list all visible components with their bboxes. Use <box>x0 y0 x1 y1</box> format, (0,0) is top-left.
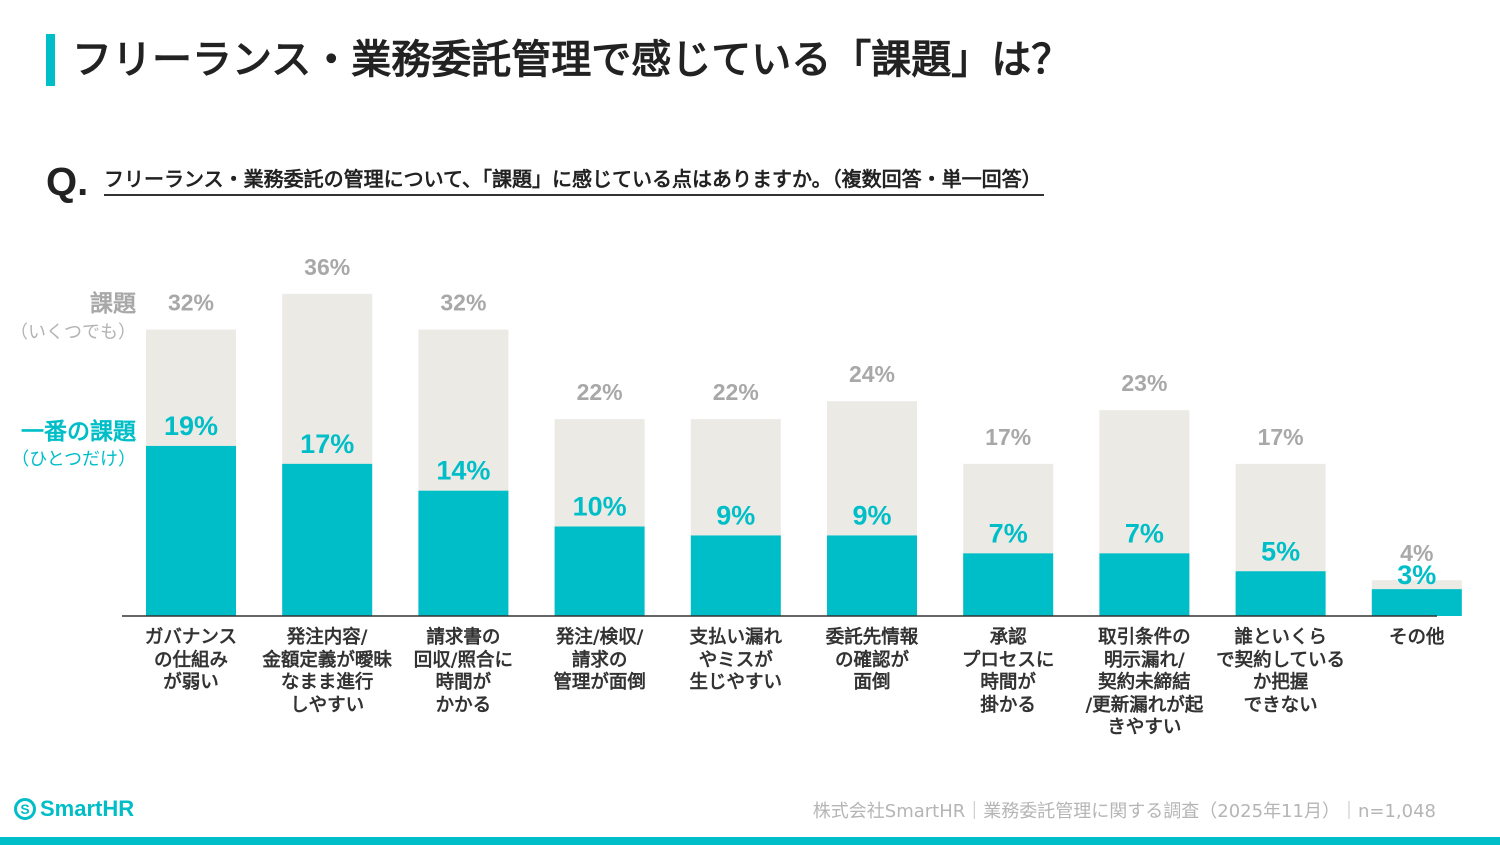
category-label-7: 取引条件の 明示漏れ/ 契約未締結 /更新漏れが起 きやすい <box>1085 627 1204 738</box>
label-all-7: 23% <box>1121 370 1167 396</box>
category-label-4: 支払い漏れ やミスが 生じやすい <box>689 627 783 693</box>
title-accent-bar <box>46 34 55 86</box>
category-label-9: その他 <box>1389 627 1445 648</box>
legend-all-sub: （いくつでも） <box>10 322 136 343</box>
category-label-2: 請求書の 回収/照合に 時間が かかる <box>413 627 514 716</box>
label-top-6: 7% <box>989 518 1028 548</box>
smarthr-logo: S SmartHR <box>14 795 134 823</box>
legend-all-label: 課題 <box>90 291 136 317</box>
label-all-3: 22% <box>577 379 623 405</box>
label-top-4: 9% <box>716 500 755 530</box>
label-top-9: 3% <box>1397 560 1436 590</box>
label-top-0: 19% <box>164 411 218 441</box>
label-all-8: 17% <box>1258 424 1304 450</box>
logo-s-icon: S <box>14 798 36 820</box>
label-all-0: 32% <box>168 290 214 316</box>
label-all-2: 32% <box>440 290 486 316</box>
category-label-0: ガバナンス の仕組み が弱い <box>144 627 238 693</box>
label-top-3: 10% <box>573 492 627 522</box>
label-all-1: 36% <box>304 254 350 280</box>
bar-top-4 <box>690 535 781 616</box>
bar-top-3 <box>554 526 645 616</box>
label-all-4: 22% <box>713 379 759 405</box>
label-top-8: 5% <box>1261 536 1300 566</box>
label-all-9: 4% <box>1400 540 1433 566</box>
bar-top-1 <box>282 463 373 616</box>
bar-top-7 <box>1099 553 1190 616</box>
bar-top-5 <box>827 535 917 616</box>
question-mark: Q. <box>46 160 89 204</box>
category-label-5: 委託先情報 の確認が 面倒 <box>825 627 919 693</box>
logo-text: SmartHR <box>40 796 135 821</box>
label-top-7: 7% <box>1125 518 1164 548</box>
bar-top-9 <box>1371 589 1462 616</box>
legend-top-label: 一番の課題 <box>21 419 136 445</box>
label-top-2: 14% <box>436 456 490 486</box>
question-text: フリーランス・業務委託の管理について、「課題」に感じている点はありますか。（複数… <box>104 164 1044 196</box>
legend-top-sub: （ひとつだけ） <box>11 449 136 470</box>
bar-top-6 <box>963 553 1054 616</box>
category-label-8: 誰といくら で契約している か把握 できない <box>1216 627 1346 716</box>
label-all-5: 24% <box>849 361 895 387</box>
label-top-5: 9% <box>852 500 891 530</box>
bar-top-0 <box>146 445 236 616</box>
bar-top-8 <box>1235 571 1326 616</box>
page-title: フリーランス・業務委託管理で感じている「課題」は？ <box>72 37 1072 83</box>
category-label-6: 承認 プロセスに 時間が 掛かる <box>961 627 1055 716</box>
source-footer: 株式会社SmartHR｜業務委託管理に関する調査（2025年11月）｜n=1,0… <box>812 801 1436 822</box>
label-top-1: 17% <box>300 429 354 459</box>
bar-top-2 <box>418 490 509 616</box>
bottom-accent-bar <box>0 837 1500 845</box>
label-all-6: 17% <box>985 424 1031 450</box>
category-label-3: 発注/検収/ 請求の 管理が面倒 <box>553 627 646 693</box>
category-label-1: 発注内容/ 金額定義が曖昧 なまま進行 しやすい <box>262 627 392 716</box>
